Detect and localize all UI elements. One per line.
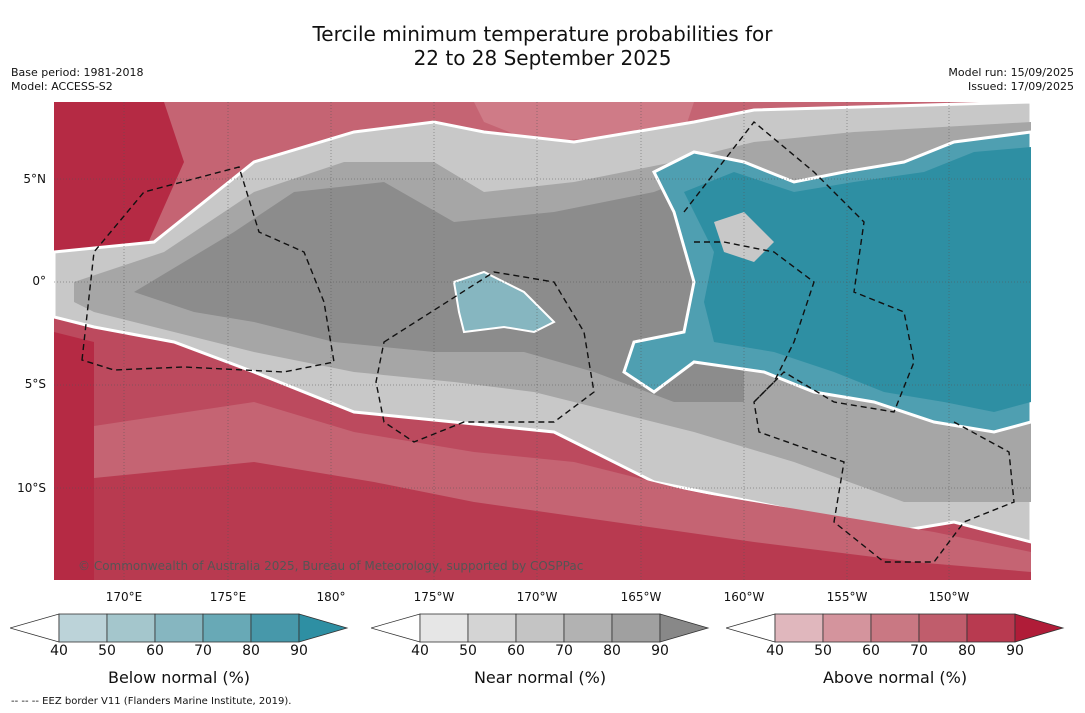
lat-label-0: 0° bbox=[32, 274, 46, 288]
below-normal-swatches bbox=[58, 613, 300, 643]
lon-label: 160°W bbox=[723, 590, 765, 604]
tick: 70 bbox=[910, 643, 928, 659]
lon-label: 150°W bbox=[928, 590, 970, 604]
colorbar-below-normal bbox=[10, 613, 349, 643]
meta-left: Base period: 1981-2018 Model: ACCESS-S2 bbox=[11, 66, 143, 94]
model-name: Model: ACCESS-S2 bbox=[11, 80, 113, 93]
tick: 40 bbox=[411, 643, 429, 659]
copyright-credit: © Commonwealth of Australia 2025, Bureau… bbox=[78, 559, 583, 573]
colorbar-swatch bbox=[966, 613, 1016, 643]
colorbar-swatch bbox=[563, 613, 613, 643]
colorbar-swatch bbox=[918, 613, 968, 643]
base-period: Base period: 1981-2018 bbox=[11, 66, 144, 79]
issued-date: Issued: 17/09/2025 bbox=[967, 80, 1074, 93]
colorbar-swatch bbox=[822, 613, 872, 643]
lon-label: 175°E bbox=[209, 590, 247, 604]
colorbar-above-normal bbox=[726, 613, 1065, 643]
lon-label: 175°W bbox=[413, 590, 455, 604]
near-normal-swatches bbox=[419, 613, 661, 643]
tick: 80 bbox=[958, 643, 976, 659]
tick: 60 bbox=[862, 643, 880, 659]
below-normal-label: Below normal (%) bbox=[107, 668, 251, 687]
tick: 90 bbox=[651, 643, 669, 659]
tick: 50 bbox=[814, 643, 832, 659]
tick: 80 bbox=[242, 643, 260, 659]
tick: 80 bbox=[603, 643, 621, 659]
colorbar-swatch bbox=[202, 613, 252, 643]
tick: 70 bbox=[555, 643, 573, 659]
near-normal-label: Near normal (%) bbox=[473, 668, 607, 687]
colorbar-swatch bbox=[250, 613, 300, 643]
model-run: Model run: 15/09/2025 bbox=[948, 66, 1074, 79]
lat-label-10s: 10°S bbox=[17, 481, 46, 495]
probability-map: © Commonwealth of Australia 2025, Bureau… bbox=[54, 102, 1031, 580]
colorbar-swatch bbox=[515, 613, 565, 643]
lat-label-5n: 5°N bbox=[23, 172, 46, 186]
tick: 60 bbox=[507, 643, 525, 659]
tick: 40 bbox=[766, 643, 784, 659]
colorbar-near-normal bbox=[371, 613, 710, 643]
colorbar-swatch bbox=[106, 613, 156, 643]
lat-label-5s: 5°S bbox=[24, 377, 46, 391]
eez-borders bbox=[81, 120, 1015, 563]
colorbar-swatch bbox=[419, 613, 469, 643]
colorbar-swatch bbox=[870, 613, 920, 643]
lon-label: 170°E bbox=[105, 590, 143, 604]
colorbar-swatch bbox=[154, 613, 204, 643]
above-normal-swatches bbox=[774, 613, 1016, 643]
meta-right: Model run: 15/09/2025 Issued: 17/09/2025 bbox=[948, 66, 1074, 94]
tick: 40 bbox=[50, 643, 68, 659]
eez-legend-note: -- -- -- EEZ border V11 (Flanders Marine… bbox=[11, 696, 292, 707]
tick: 50 bbox=[459, 643, 477, 659]
tick: 60 bbox=[146, 643, 164, 659]
colorbar-swatch bbox=[611, 613, 661, 643]
above-normal-label: Above normal (%) bbox=[822, 668, 968, 687]
tick: 50 bbox=[98, 643, 116, 659]
colorbar-swatch bbox=[774, 613, 824, 643]
lon-label: 170°W bbox=[516, 590, 558, 604]
tick: 90 bbox=[290, 643, 308, 659]
tick: 90 bbox=[1006, 643, 1024, 659]
graticule bbox=[54, 102, 1031, 580]
title-line-2: 22 to 28 September 2025 bbox=[413, 46, 672, 70]
title-line-1: Tercile minimum temperature probabilitie… bbox=[312, 22, 773, 46]
lon-label: 155°W bbox=[826, 590, 868, 604]
colorbar-swatch bbox=[467, 613, 517, 643]
lon-label: 180° bbox=[316, 590, 346, 604]
lon-label: 165°W bbox=[620, 590, 662, 604]
map-title: Tercile minimum temperature probabilitie… bbox=[0, 22, 1085, 70]
colorbar-swatch bbox=[58, 613, 108, 643]
tick: 70 bbox=[194, 643, 212, 659]
